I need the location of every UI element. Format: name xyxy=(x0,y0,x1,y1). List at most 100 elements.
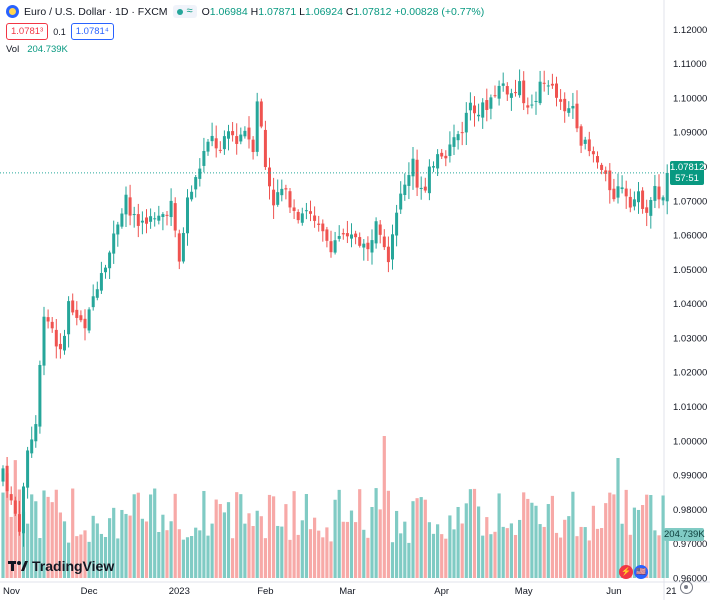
volume-bar-down xyxy=(550,495,554,578)
volume-bar-up xyxy=(649,495,653,578)
volume-bar-up xyxy=(210,523,214,578)
volume-bar-down xyxy=(165,530,169,578)
candle-up xyxy=(1,468,5,482)
tradingview-logo-text: TradingView xyxy=(32,558,115,574)
volume-bar-up xyxy=(255,510,259,578)
euro-usd-icon xyxy=(6,5,19,18)
buy-button[interactable]: 1.0781⁴ xyxy=(70,23,114,40)
us-flag-icon[interactable]: 🇺🇸 xyxy=(634,565,648,579)
candle-up xyxy=(63,335,66,351)
volume-bar-up xyxy=(243,523,247,578)
candle-down xyxy=(550,83,554,86)
candle-down xyxy=(460,132,464,134)
candle-down xyxy=(382,236,386,248)
candle-down xyxy=(177,233,181,262)
candle-up xyxy=(210,135,214,142)
candle-up xyxy=(411,158,415,177)
tradingview-logo[interactable]: TradingView xyxy=(8,558,114,574)
volume-bar-down xyxy=(13,460,17,578)
price-tick-label: 1.09000 xyxy=(673,128,707,139)
volume-bar-down xyxy=(284,504,288,578)
candle-down xyxy=(493,95,497,97)
candle-up xyxy=(104,267,107,273)
volume-bar-down xyxy=(46,496,50,578)
volume-bar-up xyxy=(108,518,112,578)
volume-bar-up xyxy=(87,541,91,578)
volume-bar-up xyxy=(132,494,136,578)
time-tick-label: 2023 xyxy=(169,586,190,597)
lightning-icon[interactable]: ⚡ xyxy=(619,565,633,579)
symbol-title[interactable]: Euro / U.S. Dollar · 1D · FXCM xyxy=(24,5,168,18)
volume-bar-down xyxy=(83,530,87,578)
low-value: 1.06924 xyxy=(304,5,343,18)
candle-up xyxy=(149,216,153,222)
candle-up xyxy=(407,175,411,186)
candle-down xyxy=(358,237,362,246)
candle-up xyxy=(116,224,120,235)
candle-down xyxy=(46,317,50,322)
volume-bar-down xyxy=(354,522,358,578)
time-tick-label: May xyxy=(515,586,533,597)
volume-bar-up xyxy=(91,515,95,578)
candle-up xyxy=(153,218,157,220)
candle-down xyxy=(579,126,583,146)
candle-down xyxy=(604,170,608,174)
candle-up xyxy=(181,232,185,262)
candle-up xyxy=(497,85,501,99)
candle-up xyxy=(202,150,206,166)
candle-up xyxy=(120,213,124,227)
volume-bar-down xyxy=(263,538,267,578)
candle-up xyxy=(538,81,542,104)
volume-label[interactable]: Vol xyxy=(6,44,20,55)
volume-bar-up xyxy=(616,458,620,578)
candle-up xyxy=(95,289,99,298)
volume-bar-down xyxy=(173,493,177,578)
volume-bar-down xyxy=(440,534,444,578)
candle-down xyxy=(386,246,390,263)
volume-bar-down xyxy=(358,489,362,578)
candle-down xyxy=(555,83,558,98)
price-tick-label: 1.04000 xyxy=(673,299,707,310)
volume-bar-down xyxy=(317,530,321,578)
volume-bar-up xyxy=(1,492,5,578)
high-label: H xyxy=(250,5,259,18)
volume-bar-down xyxy=(272,496,276,578)
volume-bar-up xyxy=(395,510,399,578)
volume-bar-up xyxy=(116,538,120,578)
volume-bar-up xyxy=(161,514,165,578)
price-tick-label: 1.12000 xyxy=(673,25,707,36)
volume-bar-up xyxy=(518,519,522,578)
candle-down xyxy=(309,211,312,214)
volume-bar-up xyxy=(653,530,657,578)
market-status-pill[interactable]: ≈ xyxy=(172,5,197,18)
candle-down xyxy=(378,224,382,235)
candle-up xyxy=(333,240,337,253)
volume-bar-down xyxy=(231,538,235,578)
volume-bar-up xyxy=(427,522,431,578)
volume-bar-down xyxy=(382,436,386,578)
volume-bar-up xyxy=(452,529,456,578)
open-value: 1.06984 xyxy=(209,5,248,18)
candle-up xyxy=(481,102,485,118)
volume-bar-up xyxy=(489,534,493,578)
candle-up xyxy=(501,83,505,86)
candle-up xyxy=(42,316,46,366)
candle-up xyxy=(456,134,460,141)
candle-up xyxy=(67,301,71,335)
candle-down xyxy=(259,101,263,127)
candle-down xyxy=(563,98,567,112)
volume-bar-down xyxy=(50,502,54,578)
candle-down xyxy=(329,241,333,253)
volume-bar-up xyxy=(95,523,99,578)
volume-bar-down xyxy=(329,541,333,578)
candle-up xyxy=(452,137,456,147)
candle-up xyxy=(448,144,452,156)
volume-bar-up xyxy=(157,531,161,578)
gear-icon[interactable] xyxy=(680,581,693,594)
candle-down xyxy=(71,300,75,313)
time-axis[interactable]: Nov Dec 2023 Feb Mar Apr May Jun 21 xyxy=(3,586,677,597)
volume-bar-up xyxy=(583,527,587,578)
volume-bar-up xyxy=(431,533,436,578)
sell-button[interactable]: 1.0781³ xyxy=(6,23,49,40)
